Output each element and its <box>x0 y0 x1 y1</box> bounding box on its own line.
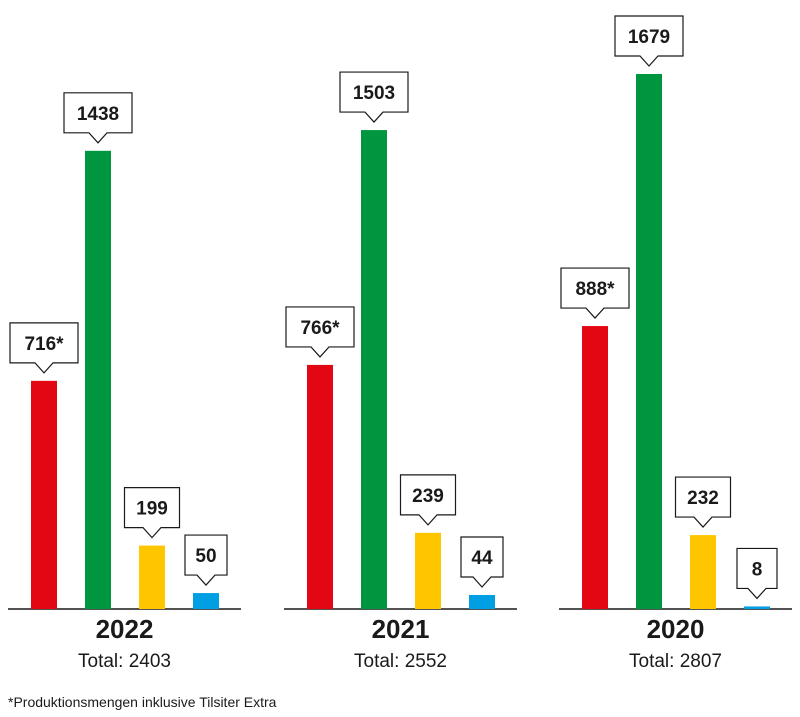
bar-2021-2 <box>361 130 387 609</box>
total-label-2020: Total: 2807 <box>629 651 722 672</box>
data-label-2020-1: 888* <box>575 279 615 300</box>
callout-2022-1 <box>9 322 79 374</box>
data-label-2020-3: 232 <box>687 488 719 509</box>
callout-2021-2 <box>339 71 409 123</box>
year-label-2021: 2021 <box>372 614 430 644</box>
callout-2020-3 <box>674 476 732 528</box>
callout-2022-3 <box>123 486 181 539</box>
total-label-2022: Total: 2403 <box>78 651 171 672</box>
data-label-2020-2: 1679 <box>628 27 670 48</box>
bar-2020-4 <box>744 606 770 609</box>
bar-2021-3 <box>415 532 441 609</box>
total-label-2021: Total: 2552 <box>354 651 447 672</box>
bar-2022-3 <box>139 545 165 609</box>
callout-2020-4 <box>736 547 778 600</box>
bar-2021-4 <box>469 594 495 609</box>
bar-2022-4 <box>193 593 219 609</box>
callout-2020-1 <box>560 267 630 319</box>
data-label-2021-4: 44 <box>471 548 493 569</box>
data-label-2021-2: 1503 <box>353 83 395 104</box>
data-label-2022-1: 716* <box>24 334 64 355</box>
data-label-2021-3: 239 <box>412 486 444 507</box>
footnote: *Produktionsmengen inklusive Tilsiter Ex… <box>8 694 277 710</box>
data-label-2022-2: 1438 <box>77 104 119 125</box>
callout-2021-1 <box>285 306 355 358</box>
year-label-2020: 2020 <box>647 614 705 644</box>
year-label-2022: 2022 <box>96 614 154 644</box>
callout-2022-4 <box>184 534 228 586</box>
bar-2022-2 <box>85 150 111 610</box>
data-label-2022-4: 50 <box>195 546 216 567</box>
bar-2022-1 <box>31 380 57 609</box>
callout-2021-4 <box>460 536 504 588</box>
callout-2021-3 <box>399 474 457 526</box>
bar-2020-1 <box>582 326 608 609</box>
callout-2020-2 <box>614 15 684 67</box>
data-label-2021-1: 766* <box>300 318 340 339</box>
data-label-2022-3: 199 <box>136 499 168 520</box>
bar-2020-3 <box>690 535 716 609</box>
bar-2020-2 <box>636 74 662 609</box>
data-label-2020-4: 8 <box>752 559 763 580</box>
callout-2022-2 <box>63 92 133 144</box>
bar-2021-1 <box>307 364 333 609</box>
